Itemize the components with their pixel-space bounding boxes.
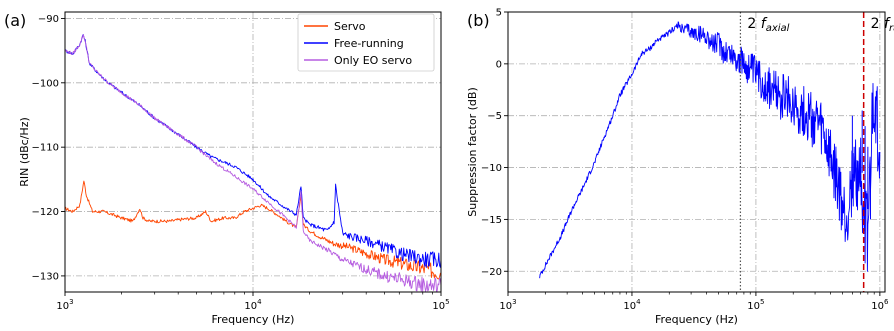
series-line-only-eo-servo xyxy=(65,34,441,292)
y-tick-label: −15 xyxy=(481,215,502,226)
x-tick-label: 104 xyxy=(623,298,641,312)
plot-frame xyxy=(507,11,886,293)
series-line-suppression xyxy=(539,21,881,279)
annotation-radial: 2 fradial xyxy=(871,16,894,34)
y-axis-label: RIN (dBc/Hz) xyxy=(18,117,31,187)
x-tick-label: 106 xyxy=(871,298,889,312)
x-axis-label: Frequency (Hz) xyxy=(655,313,738,326)
plot-area xyxy=(65,34,441,292)
x-axis-label: Frequency (Hz) xyxy=(212,313,295,326)
y-tick-label: −100 xyxy=(32,78,59,89)
y-tick-label: −90 xyxy=(38,14,59,25)
legend-box xyxy=(297,13,435,72)
y-tick-label: 0 xyxy=(496,59,502,70)
x-tick-label: 105 xyxy=(747,298,764,312)
y-tick-label: −10 xyxy=(481,163,502,174)
y-tick-label: −110 xyxy=(32,143,59,154)
legend-label: Only EO servo xyxy=(334,54,412,67)
series-line-servo xyxy=(65,180,441,280)
panel-a-label: (a) xyxy=(4,11,26,30)
y-tick-label: −5 xyxy=(487,111,502,122)
y-axis-label: Suppression factor (dB) xyxy=(466,87,479,217)
x-tick-label: 105 xyxy=(432,298,449,312)
x-tick-label: 103 xyxy=(499,298,516,312)
plot-area xyxy=(539,21,881,279)
y-tick-label: −130 xyxy=(32,271,59,282)
y-tick-label: −20 xyxy=(481,267,502,278)
y-tick-label: −120 xyxy=(32,207,59,218)
panel-b-label: (b) xyxy=(467,11,490,30)
chart-suppression: 2 faxial 2 fradial 103 104 105 106 5 0 −5 −10 −15 −… xyxy=(466,8,894,327)
annotation-axial: 2 faxial xyxy=(747,16,789,34)
x-tick-label: 104 xyxy=(244,298,262,312)
chart-rin: 103 104 105 −90 −100 −110 −120 −130 Frequency (H… xyxy=(18,11,450,326)
x-tick-label: 103 xyxy=(56,298,73,312)
legend-label: Free-running xyxy=(334,37,404,50)
legend-label: Servo xyxy=(334,20,366,33)
y-tick-label: 5 xyxy=(496,8,502,19)
